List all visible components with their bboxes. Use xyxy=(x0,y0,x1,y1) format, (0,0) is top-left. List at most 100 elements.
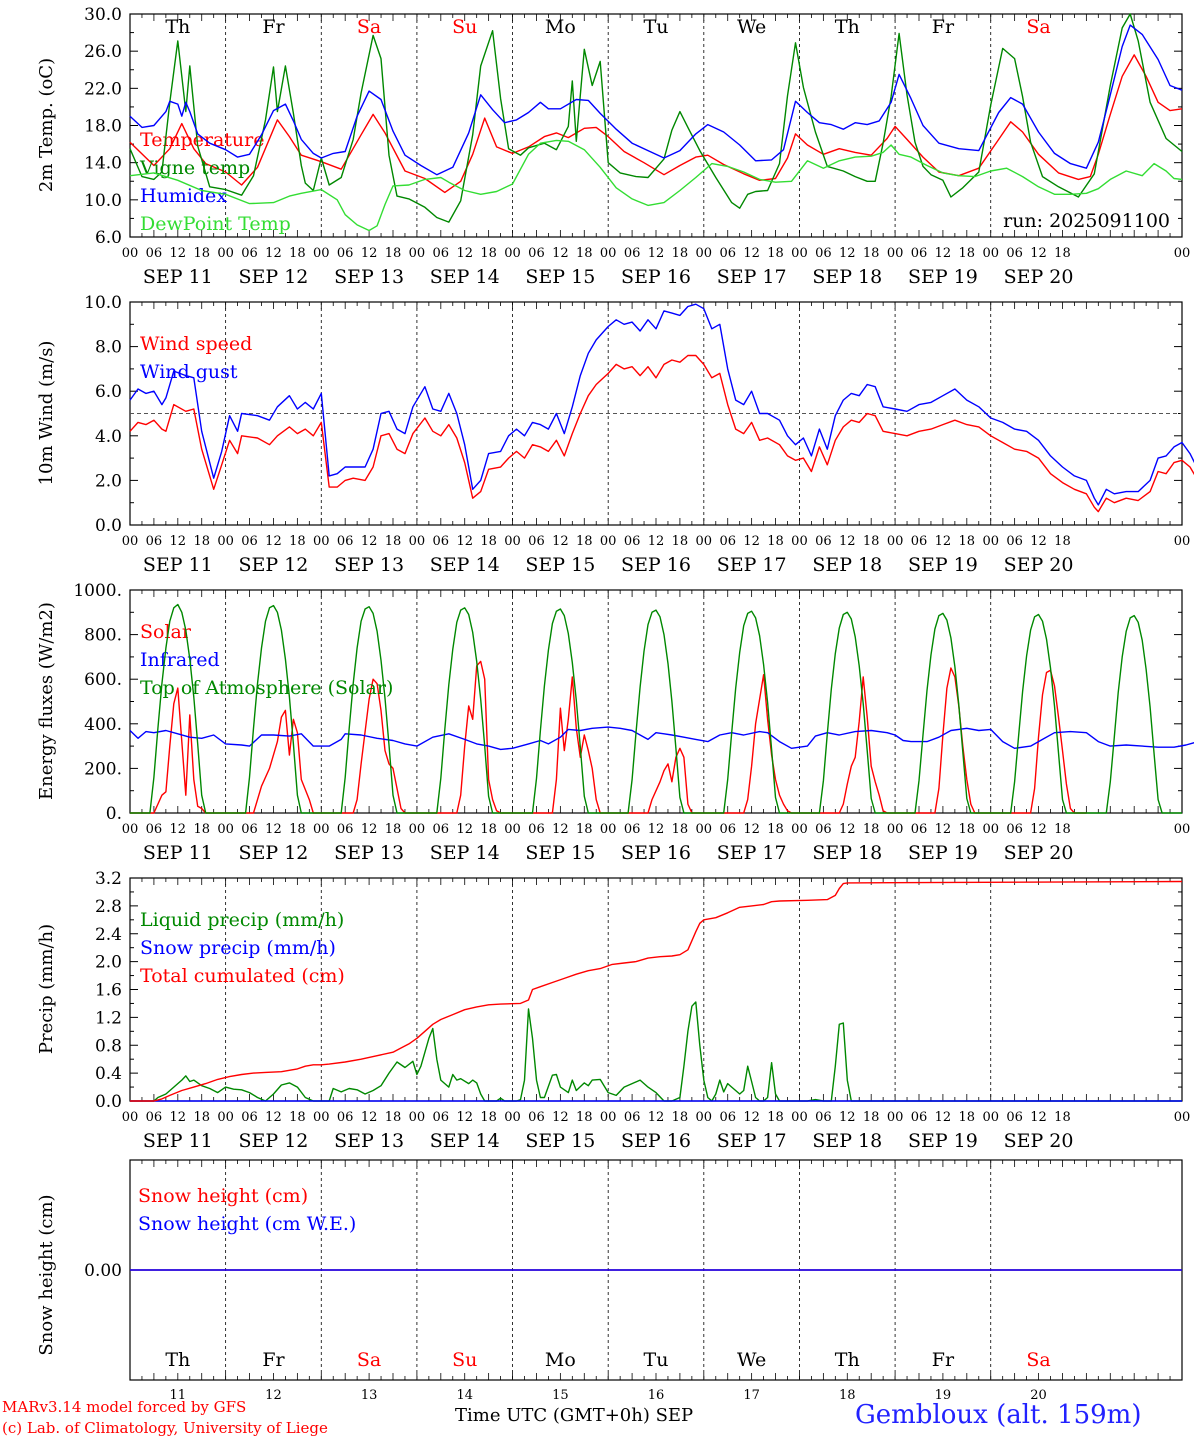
y-tick-label: 26.0 xyxy=(84,42,122,62)
hour-label: 00 xyxy=(504,822,521,837)
hour-label: 06 xyxy=(719,822,736,837)
hour-label: 18 xyxy=(385,822,402,837)
y-tick-label: 0.4 xyxy=(95,1064,122,1084)
hour-label: 06 xyxy=(624,822,641,837)
panel-4: 0.0 0.4 0.8 1.2 1.6 2.0 2.4 2.8 3.2 Precip (mm/h)… xyxy=(36,869,1190,1152)
date-label: SEP 18 xyxy=(812,266,882,288)
hour-label: 06 xyxy=(241,822,258,837)
weekday-label: Sa xyxy=(1026,1349,1050,1371)
hour-label: 06 xyxy=(719,1110,736,1125)
hour-label: 06 xyxy=(815,1110,832,1125)
hour-label: 06 xyxy=(1006,1110,1023,1125)
hour-label: 12 xyxy=(935,534,952,549)
hour-label: 06 xyxy=(146,534,163,549)
panel-3: 0. 200. 400. 600. 800. 1000. Energy fluxes (W/… xyxy=(36,581,1194,864)
hour-label: 00 xyxy=(887,246,904,261)
hour-label: 18 xyxy=(863,534,880,549)
hour-label: 00 xyxy=(409,1110,426,1125)
hour-label: 12 xyxy=(1030,534,1047,549)
hour-label: 06 xyxy=(337,1110,354,1125)
hour-label: 00 xyxy=(791,1110,808,1125)
hour-label: 06 xyxy=(911,246,928,261)
y-tick-label: 2.8 xyxy=(95,897,122,917)
weekday-label: We xyxy=(737,1349,766,1371)
legend-entry: Wind gust xyxy=(140,361,238,383)
hour-label: 06 xyxy=(911,534,928,549)
hour-label: 06 xyxy=(528,822,545,837)
series-line xyxy=(129,54,1183,194)
weekday-label: Th xyxy=(835,1349,860,1371)
y-tick-label: 30.0 xyxy=(84,5,122,25)
date-label: SEP 12 xyxy=(239,1130,309,1152)
y-tick-label: 600. xyxy=(84,670,122,690)
hour-label: 00 xyxy=(696,822,713,837)
day-number-label: 12 xyxy=(265,1388,282,1403)
hour-label: 18 xyxy=(767,246,784,261)
hour-label: 12 xyxy=(170,822,187,837)
hour-label: 12 xyxy=(743,246,760,261)
hour-label: 12 xyxy=(839,534,856,549)
hour-label: 18 xyxy=(959,246,976,261)
y-tick-label: 0.00 xyxy=(84,1261,122,1281)
hour-label: 12 xyxy=(839,1110,856,1125)
hour-label: 00 xyxy=(982,246,999,261)
weekday-label: Sa xyxy=(357,16,381,38)
date-label: SEP 11 xyxy=(143,266,213,288)
series-line xyxy=(129,354,1194,513)
weekday-label: Th xyxy=(835,16,860,38)
hour-label: 12 xyxy=(361,822,378,837)
hour-label: 06 xyxy=(624,534,641,549)
hour-label: 06 xyxy=(815,822,832,837)
date-label: SEP 11 xyxy=(143,842,213,864)
y-tick-label: 0.8 xyxy=(95,1036,122,1056)
hour-label: 06 xyxy=(1006,822,1023,837)
hour-label: 12 xyxy=(552,822,569,837)
y-tick-label: 1.2 xyxy=(95,1008,122,1028)
hour-label: 00 xyxy=(887,534,904,549)
hour-label: 06 xyxy=(528,246,545,261)
hour-label: 06 xyxy=(433,1110,450,1125)
hour-label: 06 xyxy=(1006,246,1023,261)
y-tick-label: 0.0 xyxy=(95,1092,122,1112)
hour-label: 18 xyxy=(576,534,593,549)
y-tick-label: 14.0 xyxy=(84,154,122,174)
hour-label: 18 xyxy=(193,534,210,549)
hour-label: 18 xyxy=(767,822,784,837)
series-line xyxy=(129,24,1183,176)
weekday-label: Th xyxy=(165,16,190,38)
y-axis-title: Snow height (cm) xyxy=(36,1194,57,1355)
legend-entry: Snow precip (mm/h) xyxy=(140,937,336,959)
y-tick-label: 2.0 xyxy=(95,953,122,973)
hour-label: 18 xyxy=(385,534,402,549)
panel-5: 0.00 Snow height (cm) Snow height (cm) Snow… xyxy=(36,1159,1183,1381)
hour-label: 12 xyxy=(361,534,378,549)
date-label: SEP 15 xyxy=(525,266,595,288)
hour-label: 00 xyxy=(122,534,139,549)
hour-label: 06 xyxy=(911,1110,928,1125)
hour-label: 12 xyxy=(552,1110,569,1125)
model-credit: MARv3.14 model forced by GFS xyxy=(2,1398,247,1416)
series-line xyxy=(129,726,1194,751)
hour-label: 06 xyxy=(624,246,641,261)
weekday-label: Mo xyxy=(545,16,576,38)
hour-label: 18 xyxy=(1054,246,1071,261)
day-number-label: 20 xyxy=(1030,1388,1047,1403)
y-axis-title: Energy fluxes (W/m2) xyxy=(36,602,57,800)
hour-label: 12 xyxy=(743,822,760,837)
hour-label: 00 xyxy=(791,534,808,549)
hour-label: 00 xyxy=(217,534,234,549)
date-label: SEP 20 xyxy=(1004,554,1074,576)
hour-label: 12 xyxy=(648,822,665,837)
hour-label: 12 xyxy=(552,534,569,549)
hour-label: 00 xyxy=(791,246,808,261)
hour-label: 18 xyxy=(959,1110,976,1125)
hour-label: 18 xyxy=(672,246,689,261)
hour-label: 12 xyxy=(456,822,473,837)
day-number-label: 15 xyxy=(552,1388,569,1403)
y-tick-label: 1.6 xyxy=(95,981,122,1001)
y-tick-label: 6.0 xyxy=(95,382,122,402)
legend-entry: Top of Atmosphere (Solar) xyxy=(140,677,393,699)
series-line xyxy=(129,303,1194,506)
y-tick-label: 2.4 xyxy=(95,925,122,945)
date-label: SEP 12 xyxy=(239,554,309,576)
